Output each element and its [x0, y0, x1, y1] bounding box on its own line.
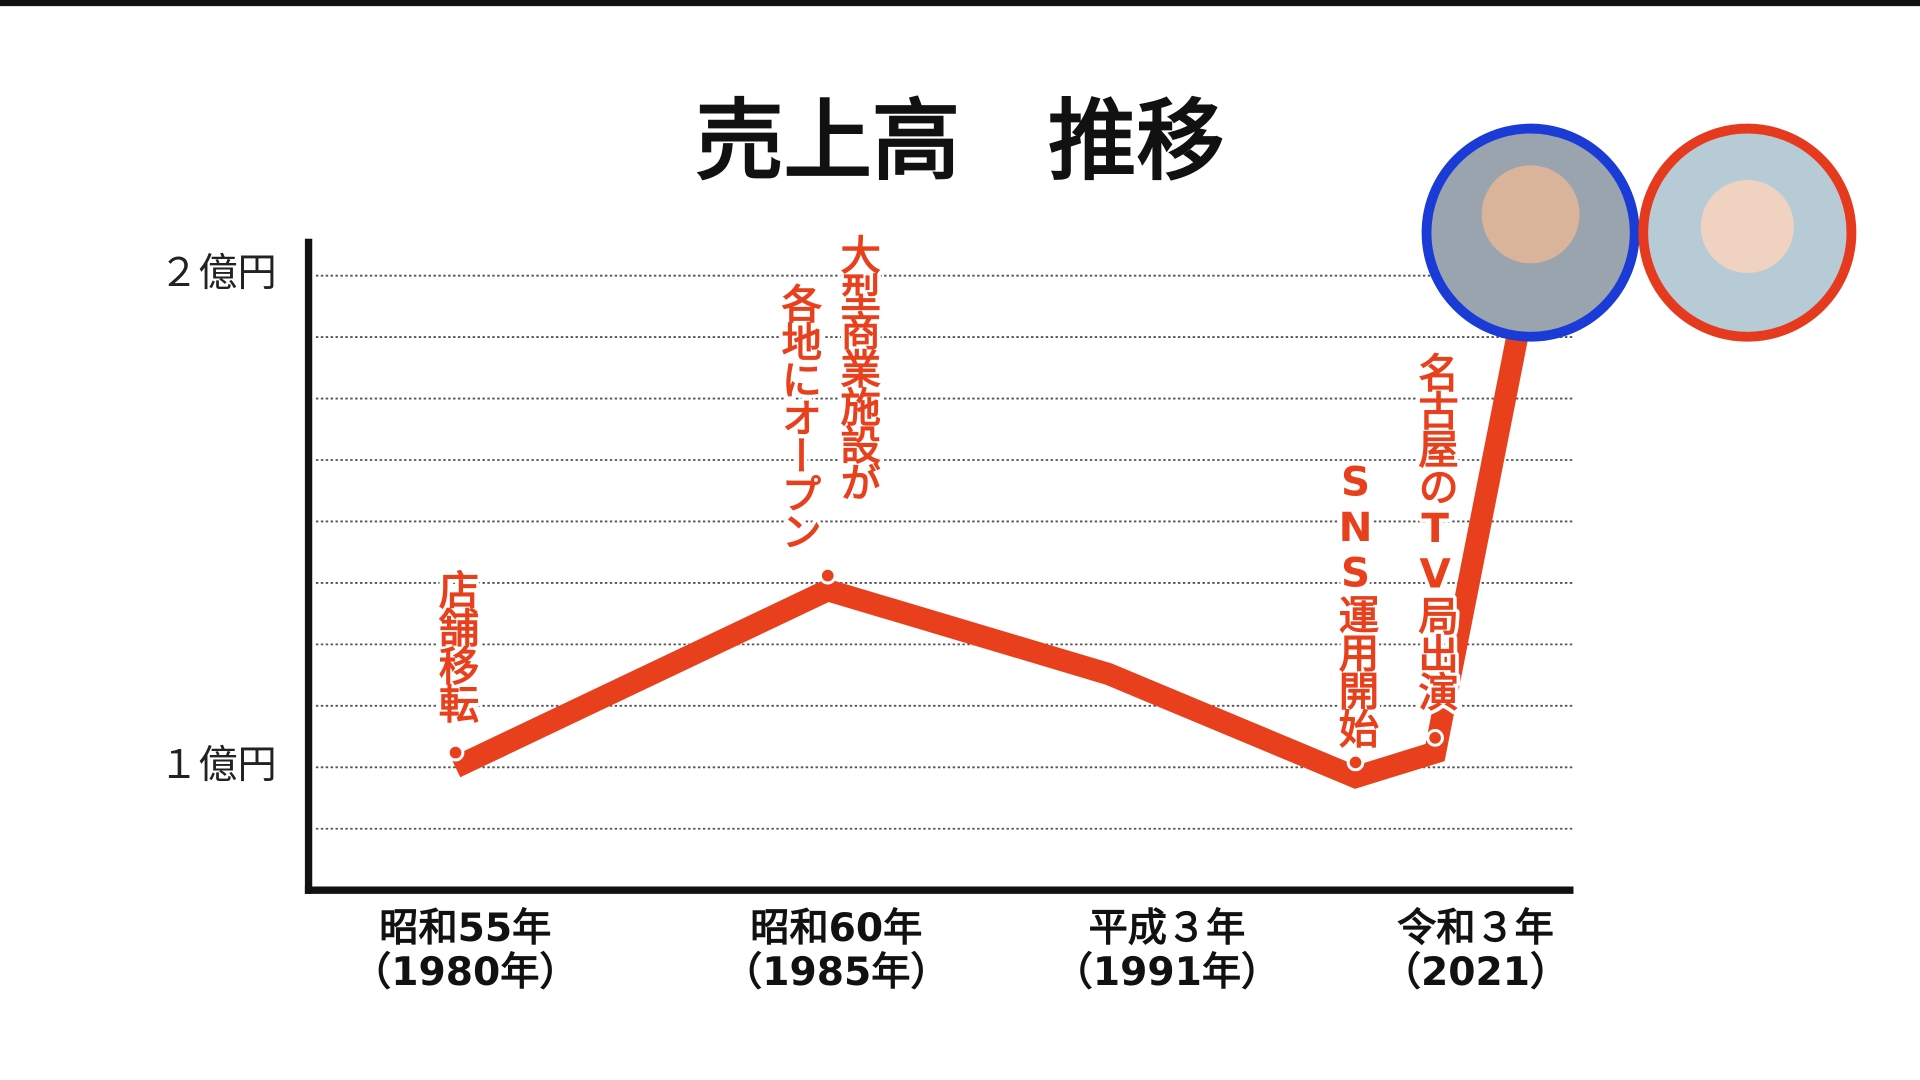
x-tick-label: （1991年）: [1054, 950, 1281, 995]
annotation: 各地にオープン: [774, 283, 822, 549]
point-marker: [1426, 728, 1444, 747]
line: [450, 298, 1536, 789]
annotation: 店舗移転: [432, 568, 480, 723]
y-tick-label: １億円: [159, 743, 277, 788]
point-marker: [446, 743, 465, 762]
avatar-face: [1700, 180, 1794, 274]
annotation: 名古屋のTV局出演: [1411, 352, 1459, 712]
chart-title: 売上高 推移: [696, 89, 1225, 192]
point-marker: [1346, 753, 1365, 772]
avatar-face: [1481, 165, 1580, 264]
x-tick-label: （2021）: [1382, 950, 1569, 995]
x-tick-label: 平成３年: [1089, 906, 1246, 951]
annotation: SNS運用開始: [1332, 458, 1380, 749]
x-tick-label: 令和３年: [1397, 906, 1554, 951]
x-tick-label: （1985年）: [723, 950, 950, 995]
avatars: [1421, 123, 1857, 342]
annotation: 大型商業施設が: [833, 234, 881, 501]
point-marker: [818, 566, 837, 585]
top-frame: [0, 0, 1920, 7]
x-tick-label: 昭和55年: [379, 906, 551, 951]
x-tick-label: 昭和60年: [750, 906, 922, 951]
y-tick-label: ２億円: [159, 251, 277, 296]
x-tick-label: （1980年）: [352, 950, 579, 995]
